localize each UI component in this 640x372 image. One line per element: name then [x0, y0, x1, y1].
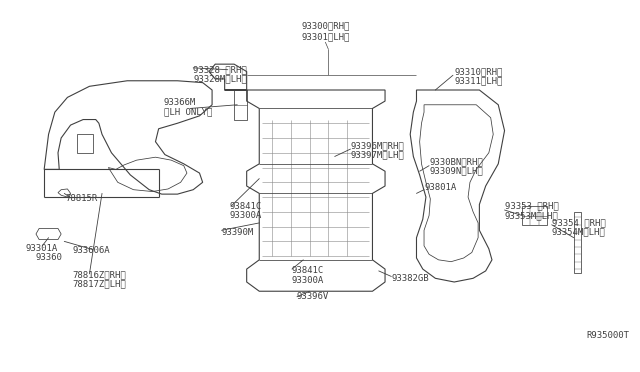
Text: 93328M〈LH〉: 93328M〈LH〉 — [193, 74, 247, 83]
Text: 78816Z〈RH〉: 78816Z〈RH〉 — [72, 270, 126, 279]
Text: 93801A: 93801A — [424, 183, 456, 192]
Text: 93353M〈LH〉: 93353M〈LH〉 — [504, 211, 558, 220]
Text: 93354 〈RH〉: 93354 〈RH〉 — [552, 218, 605, 227]
Text: 93301〈LH〉: 93301〈LH〉 — [301, 32, 349, 41]
Text: 〈LH ONLY〉: 〈LH ONLY〉 — [164, 108, 212, 117]
Text: 93397M〈LH〉: 93397M〈LH〉 — [351, 150, 404, 159]
Text: 93300〈RH〉: 93300〈RH〉 — [301, 21, 349, 30]
Text: 93300A: 93300A — [292, 276, 324, 285]
Text: 93396M〈RH〉: 93396M〈RH〉 — [351, 141, 404, 150]
Text: 93309N〈LH〉: 93309N〈LH〉 — [429, 167, 483, 176]
Text: 93841C: 93841C — [229, 202, 261, 211]
Text: 78815R: 78815R — [65, 195, 98, 203]
Text: R935000T: R935000T — [586, 331, 629, 340]
Text: 93354M〈LH〉: 93354M〈LH〉 — [552, 228, 605, 237]
Text: 93360: 93360 — [36, 253, 63, 263]
Text: 9330BN〈RH〉: 9330BN〈RH〉 — [429, 157, 483, 167]
Text: 93382GB: 93382GB — [391, 274, 429, 283]
Text: 93310〈RH〉: 93310〈RH〉 — [454, 67, 502, 76]
Text: 933606A: 933606A — [72, 246, 110, 255]
Text: 93300A: 93300A — [229, 211, 261, 220]
Text: 78817Z〈LH〉: 78817Z〈LH〉 — [72, 279, 126, 288]
Text: 93301A: 93301A — [26, 244, 58, 253]
Text: 93353 〈RH〉: 93353 〈RH〉 — [504, 202, 558, 211]
Text: 93328 〈RH〉: 93328 〈RH〉 — [193, 65, 247, 74]
Text: 93366M: 93366M — [164, 99, 196, 108]
Text: 93311〈LH〉: 93311〈LH〉 — [454, 76, 502, 85]
Text: 93841C: 93841C — [292, 266, 324, 275]
Text: 93390M: 93390M — [221, 228, 254, 237]
Text: 93396V: 93396V — [297, 292, 329, 301]
